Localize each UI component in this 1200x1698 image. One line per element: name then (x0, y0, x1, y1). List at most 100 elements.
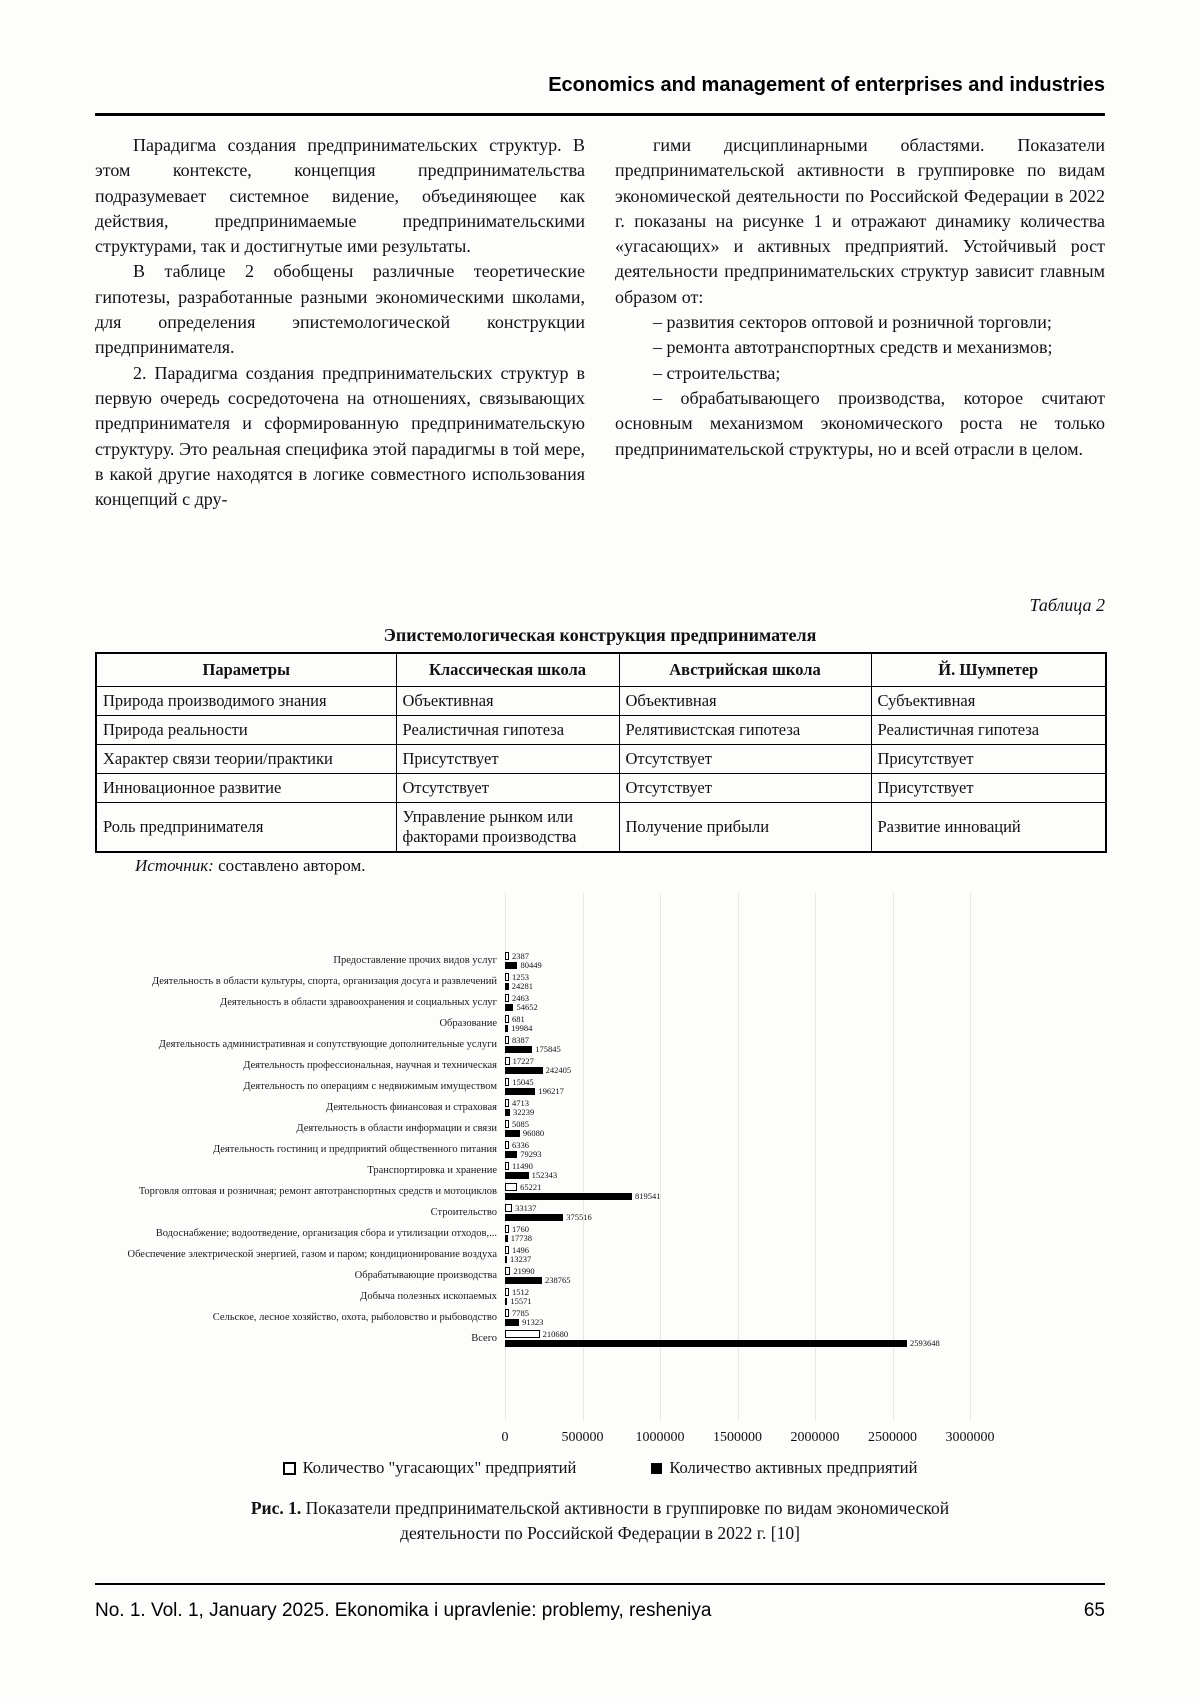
table-title: Эпистемологическая конструкция предприни… (383, 625, 817, 645)
footer-issue-info: No. 1. Vol. 1, January 2025. Ekonomika i… (95, 1600, 712, 1621)
active-bar (505, 1066, 543, 1074)
source-text: составлено автором. (213, 856, 366, 875)
chart-category-label: Предоставление прочих видов услуг (333, 955, 497, 966)
bar-value-label: 175845 (535, 1043, 561, 1054)
chart-category-label: Деятельность финансовая и страховая (326, 1102, 497, 1113)
fading-bar (505, 1015, 509, 1023)
fading-bar (505, 1267, 511, 1275)
source-label: Источник: (135, 856, 214, 875)
bar-value-label: 5085 (512, 1118, 529, 1129)
chart-row: Образование 681 19984 (95, 1013, 1105, 1034)
bar-line: 21990 (505, 1267, 975, 1276)
bar-line: 11490 (505, 1162, 975, 1171)
bar-value-label: 15571 (510, 1295, 532, 1306)
bar-value-label: 242405 (545, 1064, 572, 1075)
bar-value-label: 33137 (515, 1202, 537, 1213)
x-axis-tick-label: 1500000 (713, 1430, 762, 1445)
bar-line: 152343 (505, 1171, 975, 1180)
fading-bar (505, 1162, 509, 1170)
chart-category-label: Торговля оптовая и розничная; ремонт авт… (138, 1186, 497, 1197)
body-column-left: Парадигма создания предпринимательских с… (95, 133, 585, 512)
bar-line: 196217 (505, 1087, 975, 1096)
bar-line: 24281 (505, 982, 975, 991)
chart-row: Деятельность гостиниц и предприятий обще… (95, 1139, 1105, 1160)
chart-bar-group: 1496 13237 (505, 1246, 975, 1264)
bar-line: 15571 (505, 1297, 975, 1306)
bar-value-label: 24281 (511, 980, 533, 991)
bar-line: 54652 (505, 1003, 975, 1012)
chart-category-label: Деятельность профессиональная, научная и… (243, 1060, 497, 1071)
bar-line: 33137 (505, 1204, 975, 1213)
fading-bar (505, 1330, 540, 1338)
bar-line: 175845 (505, 1045, 975, 1054)
table-cell: Природа реальности (95, 715, 397, 745)
bar-value-label: 32239 (512, 1106, 535, 1117)
body-column-right: гими дисциплинарными областями. Показате… (615, 133, 1105, 462)
bar-line: 681 (505, 1015, 975, 1024)
table-row: Роль предпринимателя Управление рынком ил… (95, 802, 1107, 853)
chart-bar-group: 210680 2593648 (505, 1330, 975, 1348)
table-cell: Характер связи теории/практики (95, 744, 397, 774)
bar-line: 6336 (505, 1141, 975, 1150)
fading-bar (505, 1078, 510, 1086)
source-note: Источник: составлено автором. (135, 856, 366, 876)
active-bar (505, 1003, 514, 1011)
gridline (892, 893, 894, 1420)
bar-value-label: 196217 (538, 1085, 564, 1096)
chart-row: Деятельность в области здравоохранения и… (95, 992, 1105, 1013)
chart-category-label: Деятельность по операциям с недвижимым и… (243, 1081, 497, 1092)
bar-value-label: 65221 (520, 1181, 542, 1192)
fading-bar (505, 1120, 509, 1128)
chart-bar-group: 7785 91323 (505, 1309, 975, 1327)
body-paragraph: – строительства; (653, 362, 781, 383)
fading-bar (505, 1225, 509, 1233)
bar-value-label: 96080 (522, 1127, 545, 1138)
bar-value-label: 1253 (512, 971, 529, 982)
fading-bar (505, 1141, 509, 1149)
chart-bar-group: 1760 17738 (505, 1225, 975, 1243)
bar-value-label: 54652 (516, 1001, 538, 1012)
chart-category-label: Образование (439, 1018, 497, 1029)
chart-bar-group: 33137 375516 (505, 1204, 975, 1222)
running-head: Economics and management of enterprises … (548, 74, 1105, 96)
table-header-cell: Австрийская школа (618, 652, 872, 687)
figure-caption-text: Показатели предпринимательской активност… (301, 1498, 950, 1543)
bar-line: 1253 (505, 973, 975, 982)
chart-row: Предоставление прочих видов услуг 2387 804… (95, 950, 1105, 971)
epistemology-table: Параметры Классическая школа Австрийская ш… (95, 652, 1107, 853)
bar-value-label: 2387 (512, 950, 529, 961)
table-cell: Присутствует (395, 744, 620, 774)
active-bar (505, 1192, 633, 1200)
table-row: Природа реальности Реалистичная гипотеза Р… (95, 715, 1107, 745)
table-cell: Развитие инноваций (870, 802, 1107, 853)
table-cell: Управление рынком или факторами производ… (395, 802, 620, 853)
footer-rule (95, 1583, 1105, 1585)
bar-value-label: 1760 (512, 1223, 529, 1234)
chart-category-label: Транспортировка и хранение (367, 1165, 497, 1176)
fading-bar (505, 1288, 509, 1296)
table-header-cell: Й. Шумпетер (870, 652, 1107, 687)
chart-category-label: Добыча полезных ископаемых (360, 1291, 497, 1302)
bar-line: 17738 (505, 1234, 975, 1243)
body-paragraph: – развития секторов оптовой и розничной … (653, 312, 1052, 333)
fading-bar (505, 952, 509, 960)
active-bar (505, 1171, 529, 1179)
table-cell: Получение прибыли (618, 802, 872, 853)
bar-value-label: 152343 (531, 1169, 558, 1180)
table-row: Природа производимого знания Объективная О… (95, 686, 1107, 716)
bar-value-label: 17738 (510, 1232, 532, 1243)
chart-bar-group: 1512 15571 (505, 1288, 975, 1306)
active-bar (505, 1045, 533, 1053)
bar-line: 1512 (505, 1288, 975, 1297)
chart-category-label: Обеспечение электрической энергией, газо… (127, 1249, 497, 1260)
active-bar (505, 1276, 542, 1284)
active-bar (505, 1297, 508, 1305)
chart-bar-group: 2463 54652 (505, 994, 975, 1012)
table-cell: Отсутствует (618, 773, 872, 803)
chart-row: Добыча полезных ископаемых 1512 15571 (95, 1286, 1105, 1307)
chart-category-label: Деятельность в области культуры, спорта,… (151, 976, 497, 987)
bar-value-label: 19984 (511, 1022, 533, 1033)
x-axis-tick-label: 0 (501, 1430, 509, 1445)
bar-line: 375516 (505, 1213, 975, 1222)
